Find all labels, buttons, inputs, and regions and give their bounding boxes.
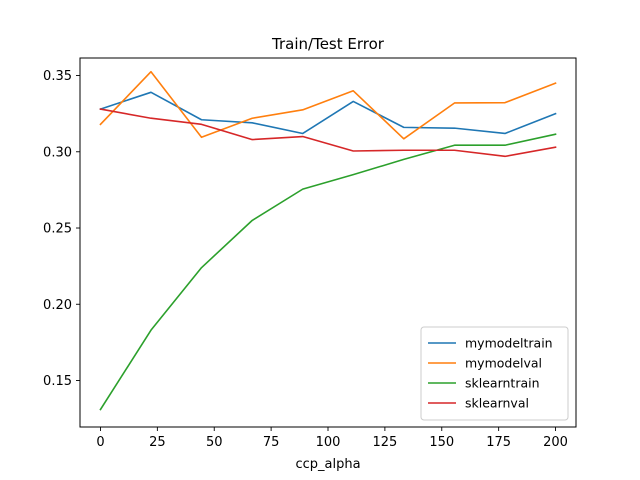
x-tick-label: 0 (96, 435, 104, 450)
y-tick-label: 0.25 (43, 222, 72, 237)
legend: mymodeltrain mymodelval sklearntrain sklear… (420, 326, 569, 421)
x-tick-label: 175 (486, 435, 511, 450)
legend-label-mymodeltrain: mymodeltrain (465, 336, 553, 351)
y-tick-label: 0.35 (43, 69, 72, 84)
series-line-mymodelval (99, 70, 557, 140)
y-tick-label: 0.20 (43, 298, 72, 313)
chart-title: Train/Test Error (271, 35, 385, 53)
legend-label-sklearnval: sklearnval (465, 396, 529, 411)
series-line-sklearnval (99, 108, 557, 158)
y-tick-label: 0.30 (43, 145, 72, 160)
legend-label-sklearntrain: sklearntrain (465, 376, 540, 391)
x-tick-label: 50 (206, 435, 223, 450)
series-line-sklearntrain (99, 133, 557, 411)
x-tick-label: 150 (429, 435, 454, 450)
x-tick-label: 200 (543, 435, 568, 450)
legend-label-mymodelval: mymodelval (465, 356, 542, 371)
y-axis-ticks: 0.15 0.20 0.25 0.30 0.35 (43, 69, 80, 389)
x-axis-label: ccp_alpha (295, 457, 360, 472)
x-tick-label: 25 (149, 435, 166, 450)
x-axis-ticks: 0 25 50 75 100 125 150 175 200 (96, 427, 568, 450)
x-tick-label: 125 (372, 435, 397, 450)
plot-lines (99, 70, 557, 411)
y-tick-label: 0.15 (43, 374, 72, 389)
x-tick-label: 75 (263, 435, 280, 450)
x-tick-label: 100 (316, 435, 341, 450)
legend-box (420, 326, 569, 421)
series-line-mymodeltrain (99, 91, 557, 135)
